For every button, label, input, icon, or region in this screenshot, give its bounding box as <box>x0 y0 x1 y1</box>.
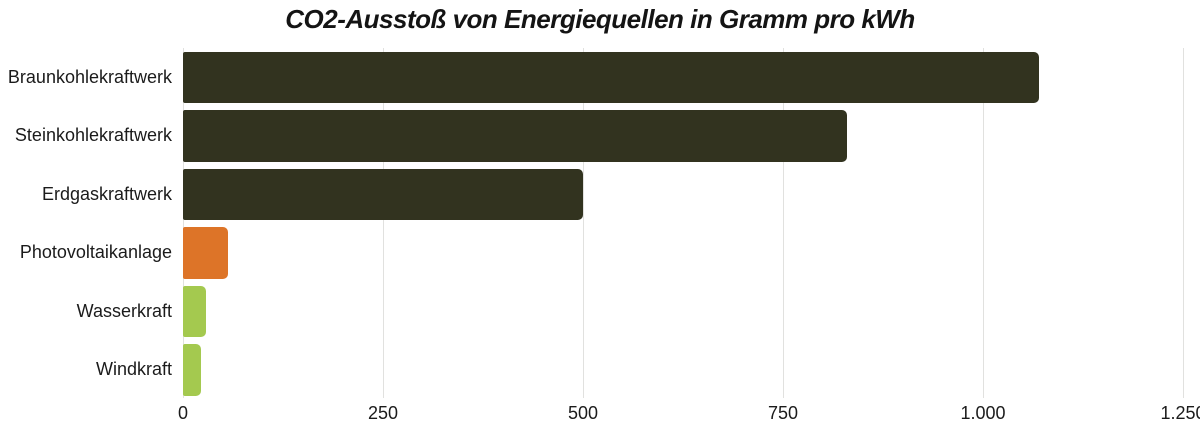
bar-windkraft <box>183 344 201 396</box>
plot-area: 0 250 500 750 1.000 1.250 <box>178 48 1200 423</box>
bar-braunkohlekraftwerk <box>183 51 1039 103</box>
bar-photovoltaikanlage <box>183 227 228 279</box>
gridline-750 <box>783 48 784 398</box>
category-label-steinkohlekraftwerk: Steinkohlekraftwerk <box>14 125 172 146</box>
category-label-windkraft: Windkraft <box>95 359 172 380</box>
category-label-erdgaskraftwerk: Erdgaskraftwerk <box>41 183 172 204</box>
gridline-1.250 <box>1183 48 1184 398</box>
x-tick-label: 500 <box>567 403 599 423</box>
gridline-500 <box>583 48 584 398</box>
bar-steinkohlekraftwerk <box>183 110 847 162</box>
bar-erdgaskraftwerk <box>183 168 583 220</box>
category-label-photovoltaikanlage: Photovoltaikanlage <box>19 242 172 263</box>
x-tick-label: 0 <box>177 403 189 423</box>
x-tick-label: 1.000 <box>960 403 1006 423</box>
gridline-250 <box>383 48 384 398</box>
category-label-wasserkraft: Wasserkraft <box>76 300 172 321</box>
x-tick-label: 750 <box>767 403 799 423</box>
x-tick-label: 250 <box>367 403 399 423</box>
x-tick-label: 1.250 <box>1160 403 1200 423</box>
category-label-braunkohlekraftwerk: Braunkohlekraftwerk <box>7 66 172 87</box>
chart-title: CO2-Ausstoß von Energiequellen in Gramm … <box>285 4 915 34</box>
gridline-1.000 <box>983 48 984 398</box>
gridline-0 <box>183 48 184 398</box>
bar-wasserkraft <box>183 285 207 337</box>
